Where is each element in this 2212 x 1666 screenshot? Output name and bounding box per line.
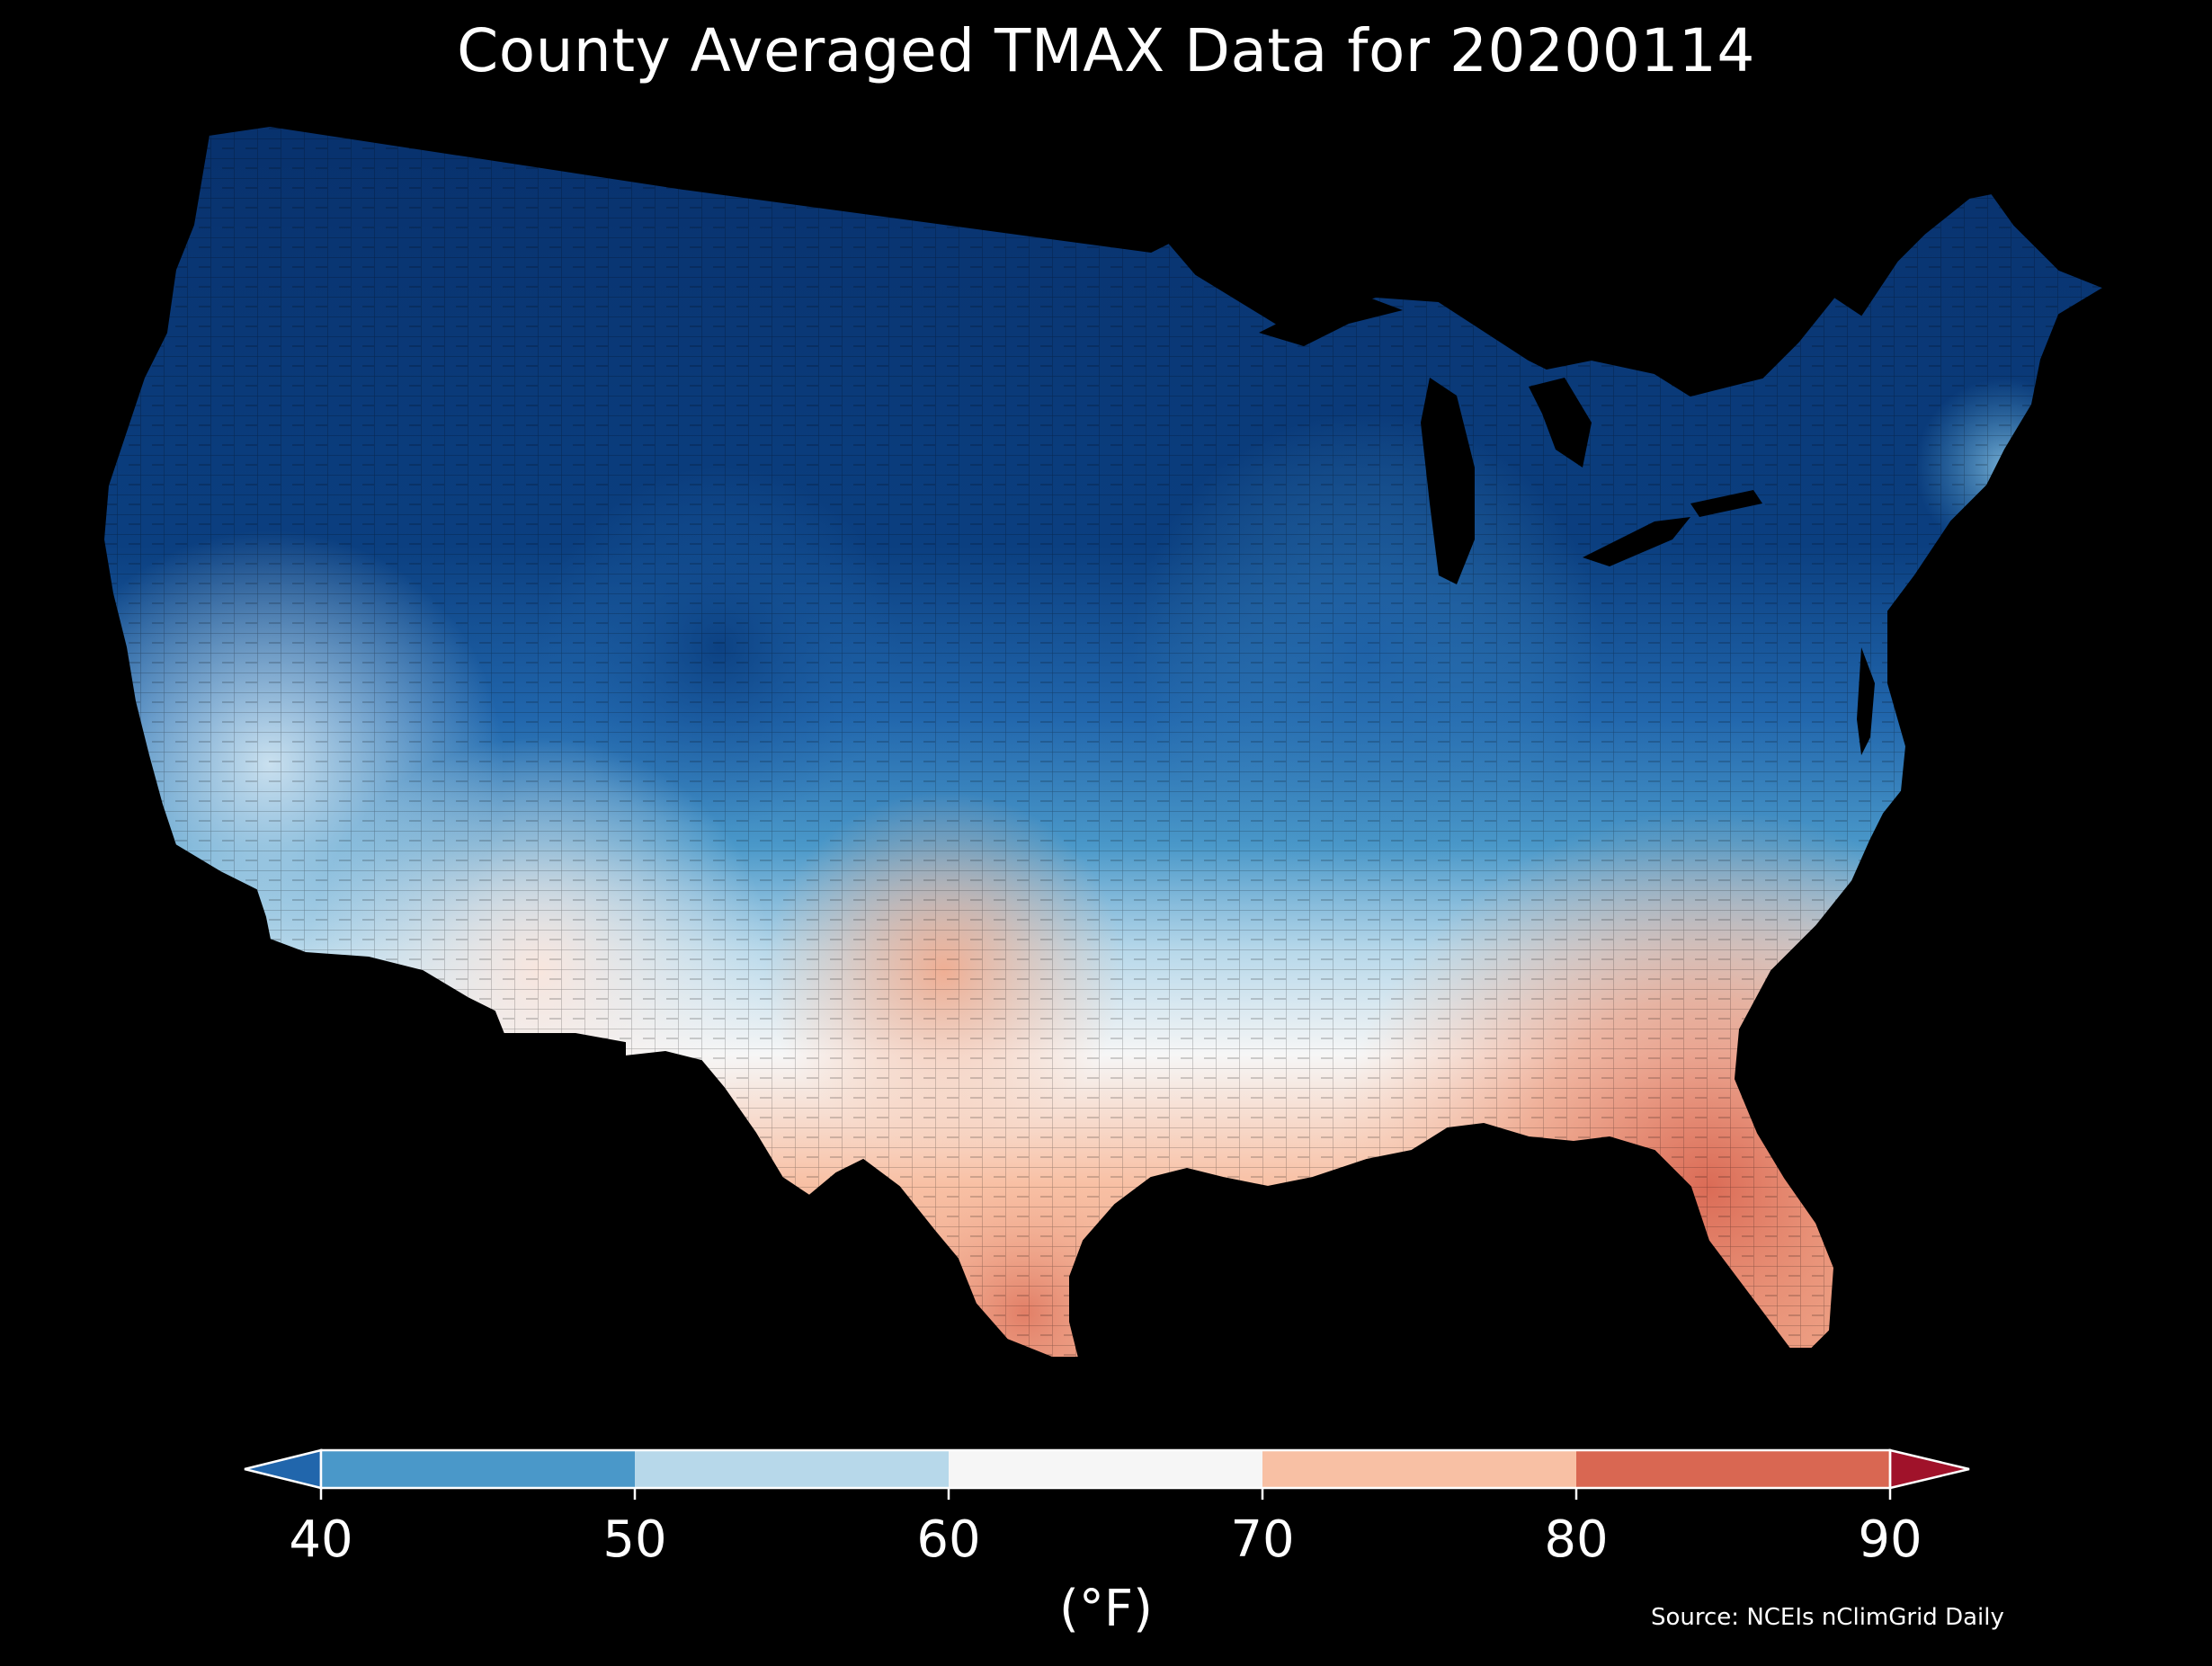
great-lakes [1259, 297, 1762, 584]
colorbar-frame [319, 1448, 1892, 1490]
colorbar-bin-40-50 [321, 1450, 635, 1488]
colorbar-tick-label: 80 [1544, 1510, 1609, 1569]
colorbar-tick-marks [319, 1488, 1892, 1500]
colorbar-unit-label: (°F) [1059, 1580, 1153, 1638]
colorbar-tick-label: 40 [289, 1510, 353, 1569]
chesapeake-bay [1857, 647, 1875, 755]
source-credit: Source: NCEIs nClimGrid Daily [1651, 1604, 2004, 1631]
map-title: County Averaged TMAX Data for 20200114 [457, 16, 1755, 85]
colorbar-extend-low [244, 1448, 323, 1490]
colorbar-bin-80-90 [1576, 1450, 1890, 1488]
colorbar-tick-label: 70 [1230, 1510, 1295, 1569]
colorbar-tick-label: 50 [602, 1510, 667, 1569]
colorbar-bin-60-70 [949, 1450, 1262, 1488]
us-county-choropleth-map [102, 124, 2107, 1359]
colorbar-bin-70-80 [1262, 1450, 1576, 1488]
colorbar-tick-label: 60 [916, 1510, 981, 1569]
us-outline [102, 124, 2107, 1359]
colorbar-bin-50-60 [635, 1450, 949, 1488]
colorbar-extend-high [1888, 1448, 1970, 1490]
colorbar-tick-label: 90 [1858, 1510, 1922, 1569]
